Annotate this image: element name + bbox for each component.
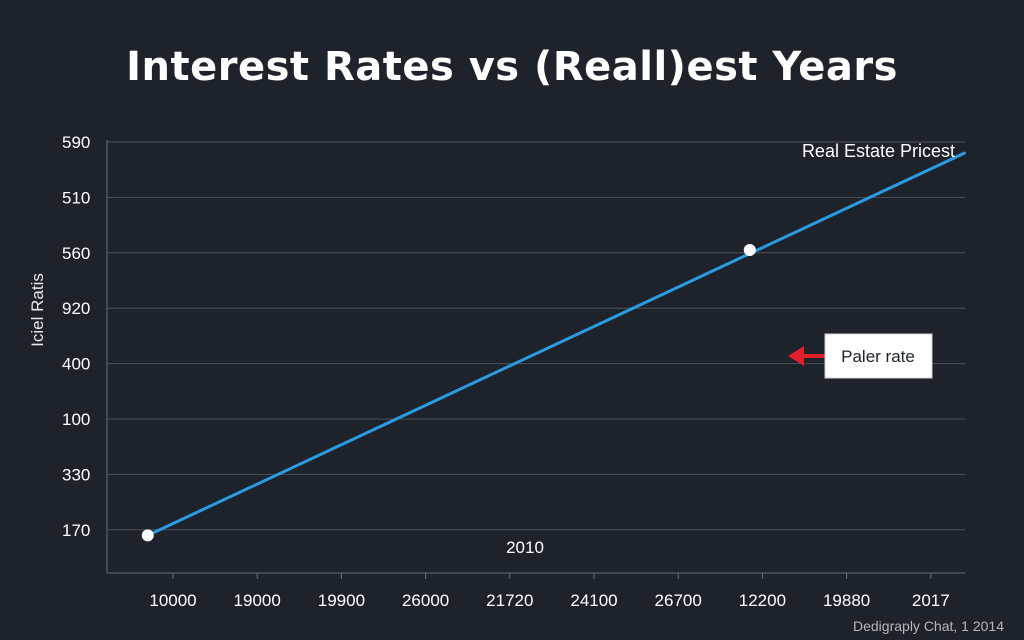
y-tick-label: 170 bbox=[62, 521, 90, 540]
series-label: Real Estate Pricest bbox=[802, 141, 955, 161]
x-tick-label: 21720 bbox=[486, 591, 533, 610]
y-tick-label: 560 bbox=[62, 244, 90, 263]
y-tick-label: 920 bbox=[62, 299, 90, 318]
callout-label: Paler rate bbox=[841, 347, 915, 366]
callout-box bbox=[824, 333, 933, 379]
chart-title: Interest Rates vs (Reall)est Years bbox=[126, 44, 898, 90]
y-tick-label: 100 bbox=[62, 410, 90, 429]
y-tick-label: 330 bbox=[62, 465, 90, 484]
x-tick-label: 26000 bbox=[402, 591, 449, 610]
inner-year-label: 2010 bbox=[506, 538, 544, 557]
data-point bbox=[743, 244, 756, 257]
y-tick-label: 510 bbox=[62, 188, 90, 207]
footer-credit: Dedigraply Chat, 1 2014 bbox=[853, 618, 1004, 634]
x-tick-label: 19000 bbox=[234, 591, 281, 610]
x-tick-label: 10000 bbox=[149, 591, 196, 610]
x-tick-label: 24100 bbox=[570, 591, 617, 610]
callout-arrow-icon bbox=[788, 346, 804, 366]
y-tick-label: 400 bbox=[62, 355, 90, 374]
x-tick-label: 26700 bbox=[655, 591, 702, 610]
x-tick-label: 12200 bbox=[739, 591, 786, 610]
x-tick-label: 2017 bbox=[912, 591, 950, 610]
x-tick-label: 19900 bbox=[318, 591, 365, 610]
x-tick-label: 19880 bbox=[823, 591, 870, 610]
series-line bbox=[146, 151, 966, 537]
data-point bbox=[141, 529, 154, 542]
y-tick-label: 590 bbox=[62, 133, 90, 152]
